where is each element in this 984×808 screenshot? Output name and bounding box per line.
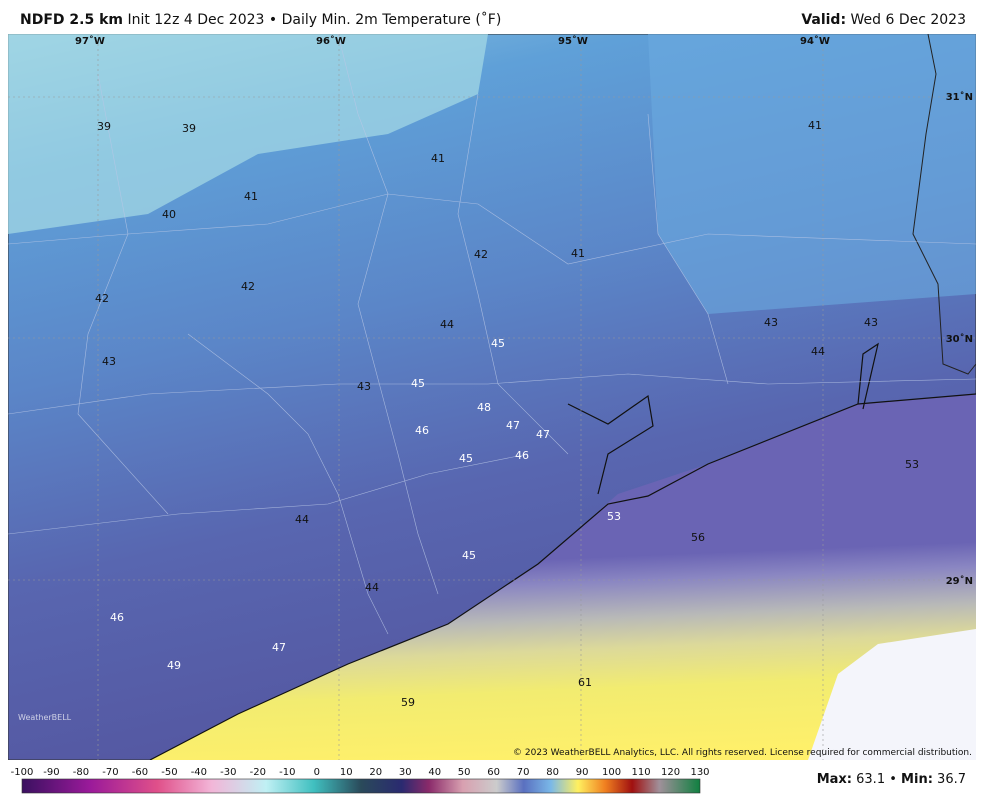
colorbar-tick: 20 xyxy=(369,767,382,778)
longitude-label: 97˚W xyxy=(75,35,105,47)
temperature-label: 39 xyxy=(97,120,111,133)
longitude-label: 95˚W xyxy=(558,35,588,47)
temperature-label: 44 xyxy=(811,345,825,358)
max-label: Max: xyxy=(816,772,852,787)
latitude-label: 30˚N xyxy=(946,333,973,345)
temperature-label: 43 xyxy=(357,380,371,393)
colorbar-tick: 120 xyxy=(661,767,680,778)
temperature-label: 43 xyxy=(102,355,116,368)
colorbar-tick: 40 xyxy=(428,767,441,778)
temperature-label: 53 xyxy=(905,458,919,471)
map: 97˚W 96˚W 95˚W 94˚W 31˚N 30˚N 29˚N 39 39 41 41 40 42… xyxy=(8,34,976,760)
colorbar-tick: 70 xyxy=(517,767,530,778)
temperature-label: 47 xyxy=(506,419,520,432)
colorbar-ramp xyxy=(21,778,701,794)
colorbar-tick: 60 xyxy=(487,767,500,778)
colorbar-tick: 0 xyxy=(314,767,320,778)
max: 63.1 xyxy=(856,772,886,787)
county-lines xyxy=(8,34,976,635)
temperature-label: 42 xyxy=(241,280,255,293)
colorbar-ticks: -100 -90 -80 -70 -60 -50 -40 -30 -20 -10 0 10 20 30 40… xyxy=(11,767,710,778)
colorbar-tick: 50 xyxy=(458,767,471,778)
temperature-label: 48 xyxy=(477,401,491,414)
colorbar-tick: 130 xyxy=(690,767,709,778)
temperature-label: 42 xyxy=(474,248,488,261)
temperature-label: 44 xyxy=(440,318,454,331)
warm-area xyxy=(648,34,976,314)
colorbar-tick: 10 xyxy=(340,767,353,778)
min-label: Min: xyxy=(901,772,933,787)
colorbar: -100 -90 -80 -70 -60 -50 -40 -30 -20 -10 0 10 20 30 40… xyxy=(11,767,710,794)
separator: • xyxy=(889,772,897,787)
temperature-label: 46 xyxy=(515,449,529,462)
header-left: NDFD 2.5 km Init 12z 4 Dec 2023 • Daily … xyxy=(20,12,501,28)
temperature-label: 45 xyxy=(462,549,476,562)
colorbar-tick: -30 xyxy=(220,767,236,778)
temperature-label: 59 xyxy=(401,696,415,709)
temperature-label: 39 xyxy=(182,122,196,135)
temperature-label: 43 xyxy=(764,316,778,329)
temperature-label: 45 xyxy=(411,377,425,390)
separator: • xyxy=(268,12,278,28)
temperature-label: 56 xyxy=(691,531,705,544)
temperature-label: 46 xyxy=(110,611,124,624)
longitude-label: 94˚W xyxy=(800,35,830,47)
labels: 97˚W 96˚W 95˚W 94˚W 31˚N 30˚N 29˚N 39 39 41 41 40 42… xyxy=(75,35,973,709)
temperature-label: 46 xyxy=(415,424,429,437)
coastline xyxy=(149,393,976,760)
gulf xyxy=(150,394,976,760)
longitude-label: 96˚W xyxy=(316,35,346,47)
temperature-label: 61 xyxy=(578,676,592,689)
colorbar-tick: -50 xyxy=(161,767,177,778)
colorbar-tick: -100 xyxy=(11,767,34,778)
valid-date: Wed 6 Dec 2023 xyxy=(846,12,966,28)
temperature-label: 41 xyxy=(808,119,822,132)
colorbar-tick: -70 xyxy=(102,767,118,778)
temperature-label: 53 xyxy=(607,510,621,523)
latitude-label: 29˚N xyxy=(946,575,973,587)
temperature-label: 40 xyxy=(162,208,176,221)
colorbar-tick: -90 xyxy=(43,767,59,778)
temperature-label: 43 xyxy=(864,316,878,329)
no-data xyxy=(808,629,976,760)
colorbar-tick: -40 xyxy=(191,767,207,778)
temperature-label: 49 xyxy=(167,659,181,672)
temperature-label: 44 xyxy=(365,581,379,594)
copyright: © 2023 WeatherBELL Analytics, LLC. All r… xyxy=(513,748,972,758)
colorbar-tick: -80 xyxy=(73,767,89,778)
min: 36.7 xyxy=(937,772,966,787)
cold-area xyxy=(8,34,488,234)
temperature-label: 45 xyxy=(491,337,505,350)
colorbar-tick: -60 xyxy=(132,767,148,778)
colorbar-tick: 30 xyxy=(399,767,412,778)
colorbar-tick: 90 xyxy=(576,767,589,778)
graticule xyxy=(8,34,976,760)
init: Init 12z 4 Dec 2023 xyxy=(127,12,265,28)
temperature-label: 45 xyxy=(459,452,473,465)
valid-label: Valid: xyxy=(801,12,847,28)
temperature-label: 41 xyxy=(244,190,258,203)
temperature-label: 44 xyxy=(295,513,309,526)
bays xyxy=(567,342,879,495)
temperature-label: 42 xyxy=(95,292,109,305)
colorbar-tick: -20 xyxy=(250,767,266,778)
temperature-label: 47 xyxy=(536,428,550,441)
temperature-label: 41 xyxy=(431,152,445,165)
colorbar-tick: -10 xyxy=(279,767,295,778)
model: NDFD 2.5 km xyxy=(20,12,123,28)
colorbar-tick: 80 xyxy=(546,767,559,778)
temperature-label: 41 xyxy=(571,247,585,260)
temperature-label: 47 xyxy=(272,641,286,654)
product: Daily Min. 2m Temperature (˚F) xyxy=(281,12,502,28)
footer: Max: 63.1 • Min: 36.7 xyxy=(817,772,966,787)
header-right: Valid: Wed 6 Dec 2023 xyxy=(801,12,966,28)
colorbar-tick: 110 xyxy=(631,767,650,778)
state-border xyxy=(912,34,976,375)
latitude-label: 31˚N xyxy=(946,91,973,103)
colorbar-tick: 100 xyxy=(602,767,621,778)
logo: WeatherBELL xyxy=(18,713,72,722)
